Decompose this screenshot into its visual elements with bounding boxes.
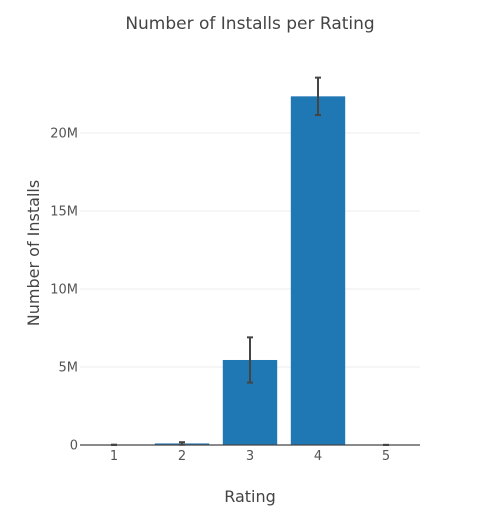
y-tick-label: 10M xyxy=(50,283,78,298)
x-tick-label: 2 xyxy=(178,449,186,464)
y-tick-label: 15M xyxy=(50,205,78,220)
bar-rating-4 xyxy=(291,96,345,445)
x-tick-label: 3 xyxy=(246,449,254,464)
chart-title: Number of Installs per Rating xyxy=(125,14,374,34)
y-axis-title: Number of Installs xyxy=(24,180,43,326)
gridlines xyxy=(80,133,420,367)
x-tick-label: 1 xyxy=(110,449,118,464)
y-tick-label: 20M xyxy=(50,127,78,142)
x-axis-title: Rating xyxy=(224,487,276,506)
y-tick-label: 0 xyxy=(70,439,78,454)
x-tick-label: 5 xyxy=(382,449,390,464)
y-tick-label: 5M xyxy=(59,361,79,376)
x-axis-ticks: 1 2 3 4 5 xyxy=(110,449,390,464)
bars xyxy=(155,96,345,445)
x-tick-label: 4 xyxy=(314,449,322,464)
y-axis-ticks: 0 5M 10M 15M 20M xyxy=(50,127,78,454)
